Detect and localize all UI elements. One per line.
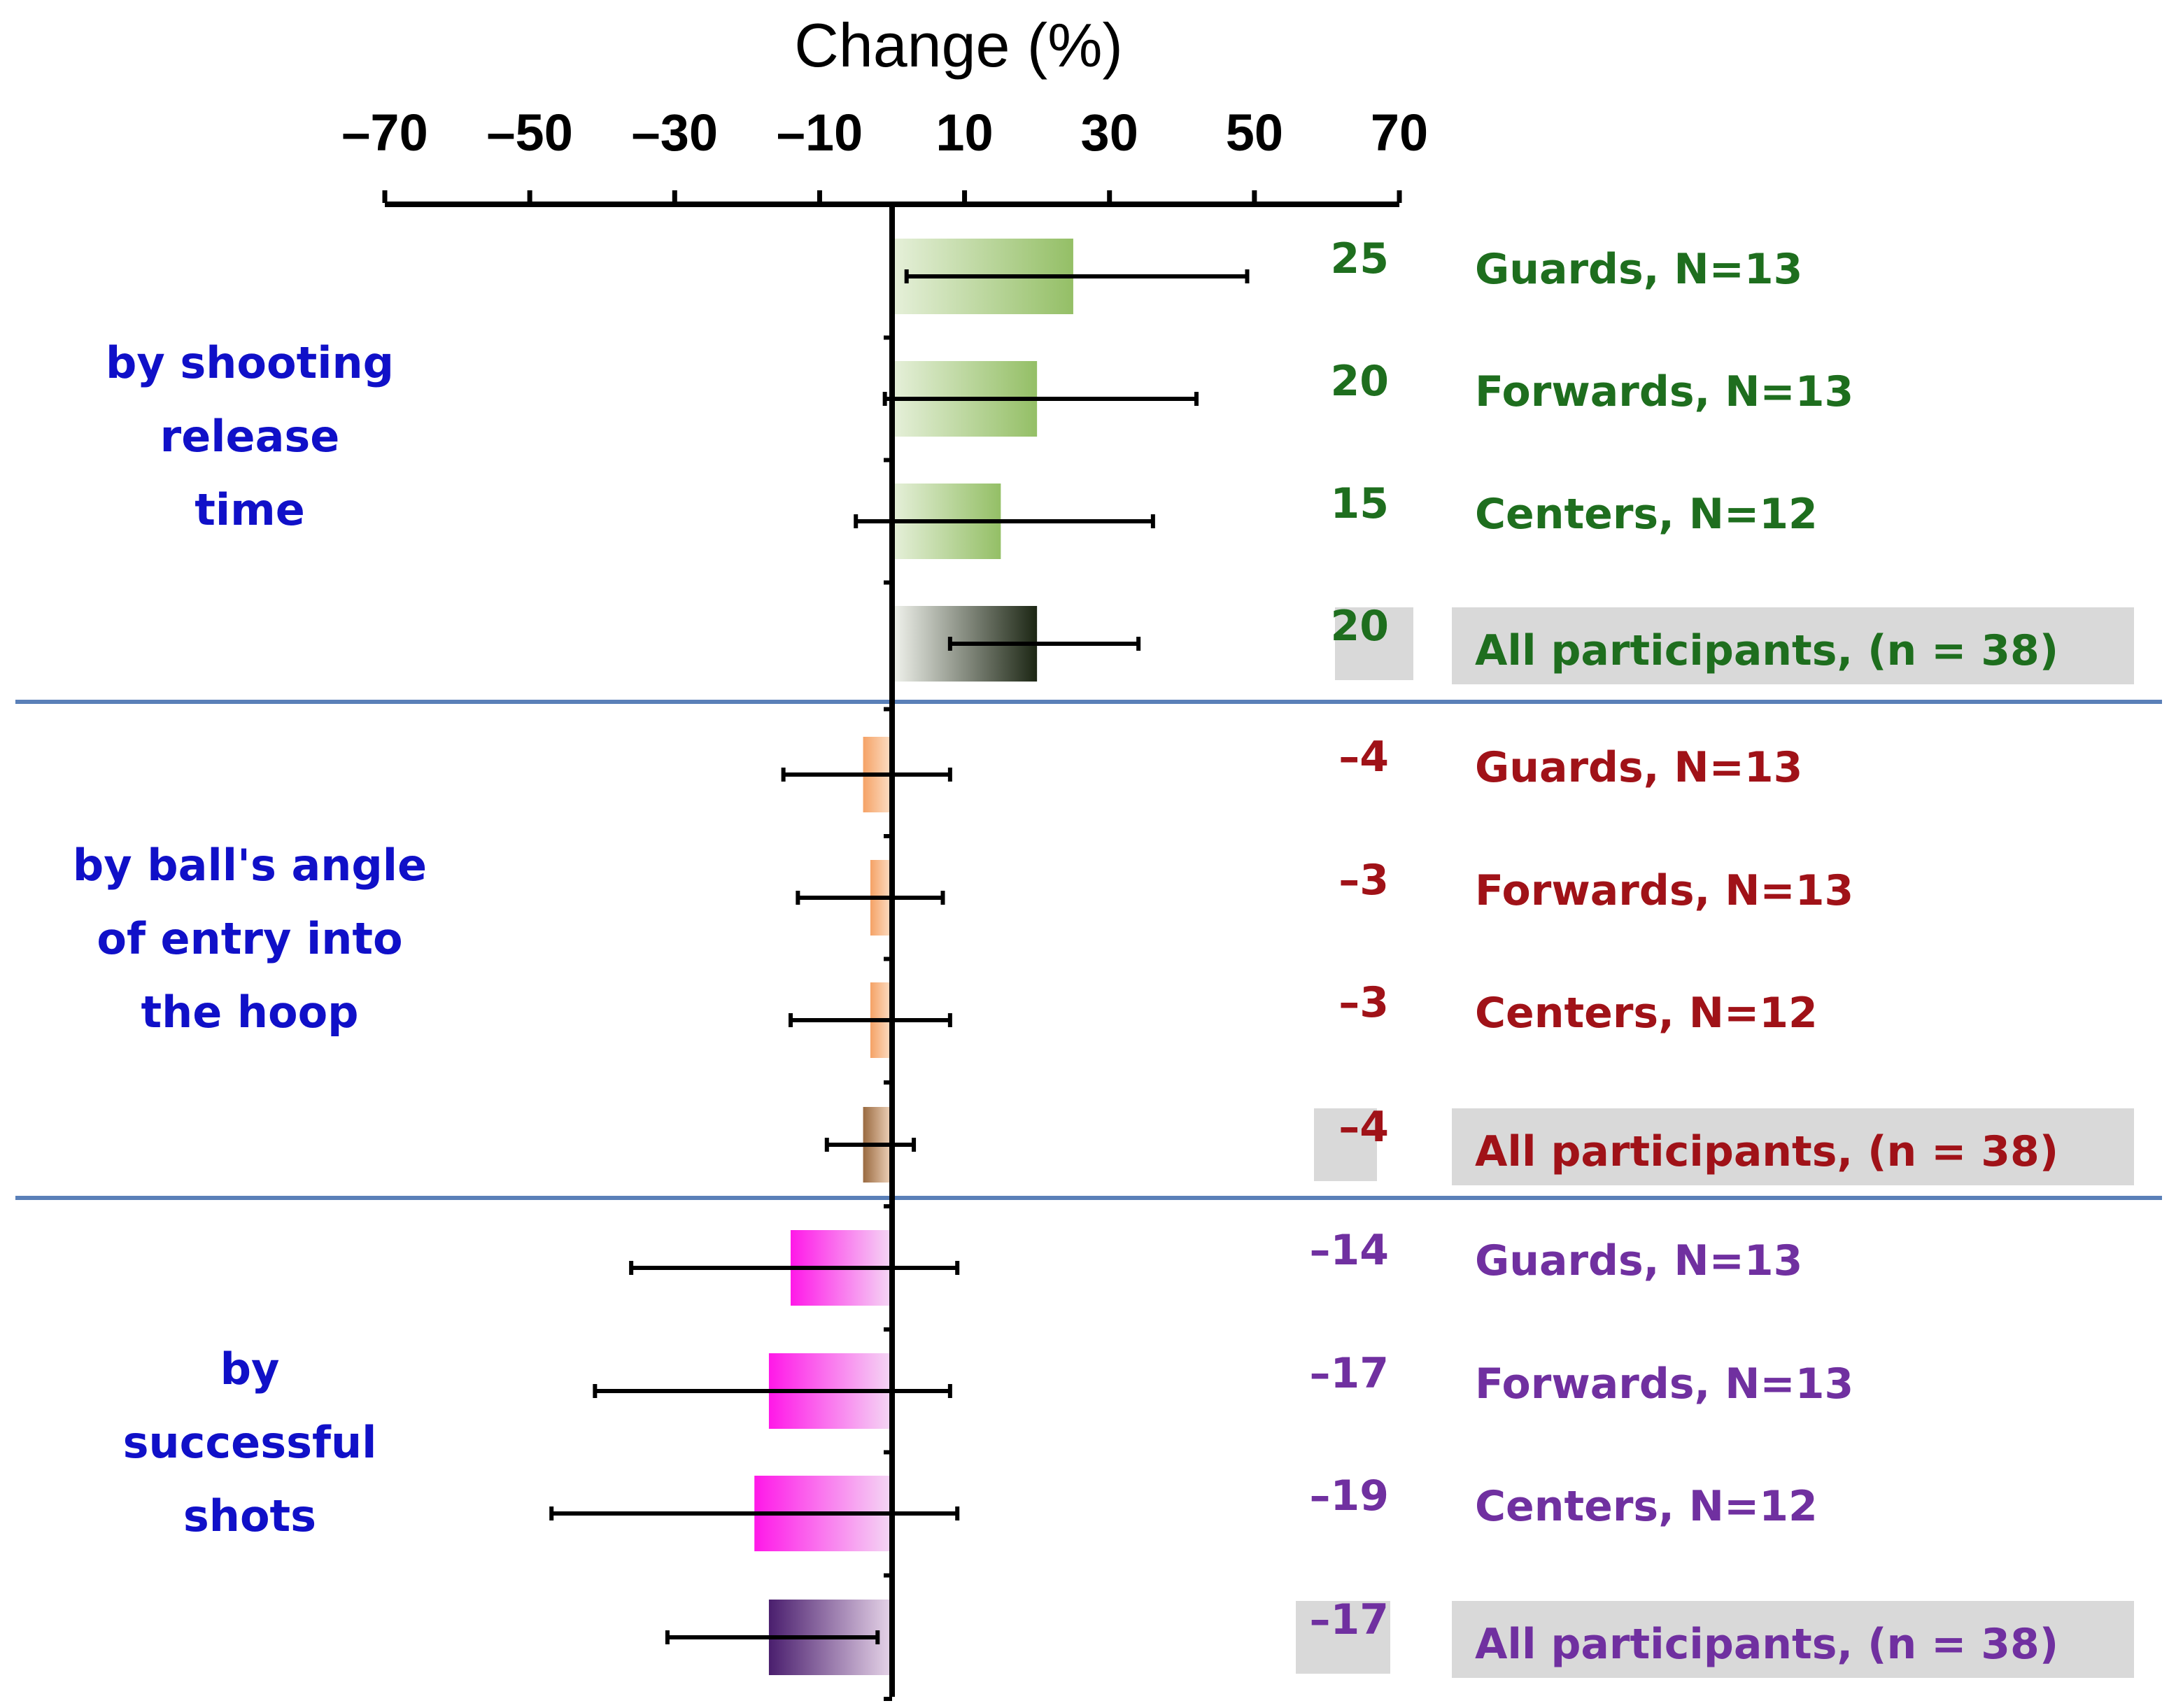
group-label-line: by bbox=[220, 1343, 280, 1395]
data-value-label: –4 bbox=[1338, 733, 1389, 782]
row-label: Centers, N=12 bbox=[1475, 989, 1818, 1038]
data-value-label: –14 bbox=[1310, 1226, 1390, 1275]
label-highlight-box bbox=[1452, 1108, 2134, 1185]
x-tick-label: 70 bbox=[1371, 104, 1428, 162]
row-label: Centers, N=12 bbox=[1475, 490, 1818, 539]
row-label: Guards, N=13 bbox=[1475, 1236, 1802, 1285]
x-axis-title: Change (%) bbox=[794, 10, 1123, 80]
data-value-label: –3 bbox=[1338, 978, 1389, 1027]
data-value-label: –4 bbox=[1338, 1103, 1389, 1152]
x-tick-label: –30 bbox=[632, 104, 718, 162]
data-value-label: –17 bbox=[1310, 1595, 1390, 1644]
value-highlight-box bbox=[1314, 1108, 1377, 1181]
x-tick-label: 10 bbox=[935, 104, 993, 162]
label-highlight-box bbox=[1452, 1601, 2134, 1678]
row-label: All participants, (n = 38) bbox=[1475, 1620, 2058, 1669]
group-label-line: time bbox=[195, 484, 305, 535]
x-tick-label: 50 bbox=[1226, 104, 1283, 162]
group-label-line: shots bbox=[183, 1490, 316, 1541]
row-label: Forwards, N=13 bbox=[1475, 866, 1853, 915]
data-value-label: –17 bbox=[1310, 1349, 1390, 1398]
row-label: All participants, (n = 38) bbox=[1475, 626, 2058, 675]
group-label-line: release bbox=[160, 411, 340, 462]
data-value-label: –19 bbox=[1310, 1471, 1390, 1520]
group-label-line: by ball's angle bbox=[73, 840, 427, 891]
x-tick-label: –70 bbox=[341, 104, 428, 162]
group-label-line: of entry into bbox=[97, 913, 402, 964]
data-value-label: 25 bbox=[1331, 234, 1390, 283]
plot-area: –70 –50 –30 –10 10 30 50 70 by shooting release ti… bbox=[15, 104, 2162, 1701]
group-label-line: by shooting bbox=[106, 337, 394, 388]
row-label: All participants, (n = 38) bbox=[1475, 1127, 2058, 1176]
group-label-line: the hoop bbox=[141, 987, 358, 1038]
label-highlight-box bbox=[1452, 607, 2134, 684]
x-tick-label: 30 bbox=[1081, 104, 1138, 162]
group-label-line: successful bbox=[123, 1417, 377, 1468]
value-highlight-box bbox=[1296, 1601, 1390, 1674]
value-highlight-box bbox=[1335, 607, 1413, 680]
data-value-label: 15 bbox=[1331, 479, 1390, 528]
data-value-label: 20 bbox=[1331, 357, 1390, 406]
row-label: Forwards, N=13 bbox=[1475, 1360, 1853, 1409]
data-value-label: 20 bbox=[1331, 602, 1390, 651]
x-tick-label: –10 bbox=[777, 104, 863, 162]
x-tick-label: –50 bbox=[486, 104, 572, 162]
row-label: Centers, N=12 bbox=[1475, 1482, 1818, 1531]
row-label: Guards, N=13 bbox=[1475, 743, 1802, 792]
row-label: Guards, N=13 bbox=[1475, 245, 1802, 294]
row-label: Forwards, N=13 bbox=[1475, 367, 1853, 416]
data-value-label: –3 bbox=[1338, 856, 1389, 905]
